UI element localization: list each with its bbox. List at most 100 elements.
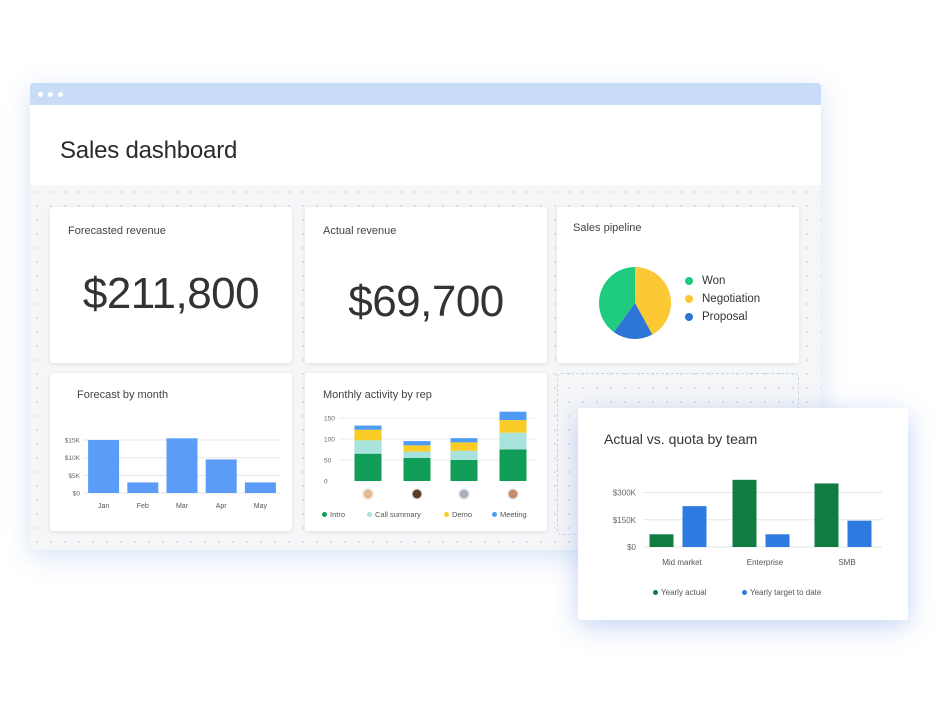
dashboard-header: Sales dashboard — [30, 105, 821, 185]
y-tick-label: $150K — [613, 516, 637, 525]
window-control-dot[interactable] — [48, 91, 53, 97]
bar-yearly-target-to-date — [682, 506, 707, 547]
rep-avatar-face — [459, 489, 469, 499]
stack-segment-demo — [403, 445, 431, 452]
legend-dot — [742, 590, 747, 595]
stack-segment-intro — [450, 460, 478, 481]
window-control-dot[interactable] — [58, 91, 63, 97]
legend-item-negotiation: Negotiation — [685, 293, 760, 305]
x-tick-label: May — [254, 503, 268, 510]
stack-segment-call-summary — [354, 440, 382, 454]
rep-avatar-face — [508, 489, 518, 499]
stack-segment-call-summary — [450, 450, 478, 460]
page-title: Sales dashboard — [60, 137, 238, 164]
stack-segment-meeting — [450, 438, 478, 443]
actual-revenue-value: $69,700 — [348, 277, 504, 326]
legend-dot — [367, 512, 372, 517]
y-tick-label: $0 — [627, 543, 636, 552]
stack-segment-intro — [499, 449, 527, 481]
legend-label: Won — [702, 275, 726, 287]
card-title: Actual vs. quota by team — [604, 431, 758, 447]
forecasted-revenue-value: $211,800 — [82, 269, 260, 318]
forecast-by-month-card[interactable]: Forecast by month $15K $10K $5K $0 Jan Feb Mar… — [50, 373, 292, 531]
legend-dot — [685, 277, 693, 285]
y-tick-label: 100 — [324, 437, 335, 444]
x-tick-label: Mar — [176, 503, 189, 510]
x-tick-label: Feb — [137, 503, 149, 510]
stack-segment-demo — [499, 420, 527, 433]
y-tick-label: 0 — [324, 479, 328, 486]
window-titlebar — [30, 83, 821, 105]
dashboard-window: Sales dashboard Forecasted revenue $211,… — [30, 83, 821, 550]
y-tick-label: $0 — [73, 491, 81, 498]
forecast-by-month-chart: $15K $10K $5K $0 Jan Feb Mar Apr May — [65, 438, 280, 510]
legend-item-meeting: Meeting — [492, 510, 527, 519]
legend-dot — [322, 512, 327, 517]
bar-may — [244, 482, 276, 493]
stack-segment-demo — [450, 442, 478, 451]
x-tick-label: Mid market — [662, 558, 702, 567]
pipeline-pie-chart — [599, 267, 671, 339]
legend-item-call-summary: Call summary — [367, 510, 421, 519]
bar-mar — [166, 438, 198, 493]
stack-segment-call-summary — [499, 432, 527, 450]
bar-jan — [88, 440, 120, 493]
pipeline-legend: Won Negotiation Proposal — [685, 275, 760, 329]
card-title: Sales pipeline — [573, 222, 642, 234]
legend-dot — [492, 512, 497, 517]
legend-dot — [685, 295, 693, 303]
legend-label: Intro — [330, 510, 346, 519]
bar-yearly-target-to-date — [847, 520, 872, 547]
y-tick-label: $10K — [65, 455, 81, 462]
window-control-dot[interactable] — [38, 91, 43, 97]
legend-label: Proposal — [702, 311, 748, 323]
pie-slice-negotiation — [635, 267, 671, 335]
legend-item-yearly-target: Yearly target to date — [742, 588, 821, 597]
rep-avatar-face — [412, 489, 422, 499]
bar-feb — [127, 482, 159, 493]
x-tick-label: Enterprise — [747, 558, 784, 567]
y-tick-label: $300K — [613, 489, 637, 498]
stack-segment-intro — [403, 457, 431, 481]
legend-label: Call summary — [375, 510, 421, 519]
x-tick-label: Jan — [98, 503, 109, 510]
forecasted-revenue-card[interactable]: Forecasted revenue $211,800 — [50, 207, 292, 363]
legend-label: Negotiation — [702, 293, 761, 305]
y-tick-label: $5K — [68, 473, 80, 480]
legend-label: Yearly actual — [661, 588, 707, 597]
legend-dot — [444, 512, 449, 517]
legend-item-proposal: Proposal — [685, 311, 760, 323]
y-tick-label: 50 — [324, 458, 332, 465]
legend-label: Meeting — [500, 510, 527, 519]
bar-yearly-actual — [649, 534, 674, 547]
bar-yearly-target-to-date — [765, 534, 790, 547]
legend-item-yearly-actual: Yearly actual — [653, 588, 707, 597]
card-title: Forecast by month — [77, 389, 169, 401]
pie-slice-won — [599, 267, 635, 333]
bar-yearly-actual — [732, 479, 757, 547]
y-tick-label: 150 — [324, 416, 335, 423]
x-tick-label: Apr — [216, 503, 228, 510]
actual-revenue-card[interactable]: Actual revenue $69,700 — [305, 207, 547, 363]
legend-label: Demo — [452, 510, 473, 519]
legend-label: Yearly target to date — [750, 588, 822, 597]
actual-vs-quota-card[interactable]: Actual vs. quota by team $300K $150K $0 Mid… — [578, 408, 908, 620]
stack-segment-demo — [354, 429, 382, 441]
legend-dot — [685, 313, 693, 321]
x-tick-label: SMB — [838, 558, 855, 567]
card-title: Actual revenue — [323, 225, 397, 237]
legend-item-demo: Demo — [444, 510, 472, 519]
y-tick-label: $15K — [65, 438, 81, 445]
monthly-activity-chart: 150 100 50 0 — [324, 411, 537, 500]
stack-segment-meeting — [499, 411, 527, 421]
card-title: Monthly activity by rep — [323, 389, 432, 401]
pie-slice-proposal — [613, 303, 653, 339]
legend-item-won: Won — [685, 275, 760, 287]
sales-pipeline-card[interactable]: Sales pipeline Won Negotiation Proposal — [557, 207, 799, 363]
card-title: Forecasted revenue — [68, 225, 166, 237]
actual-vs-quota-chart: $300K $150K $0 Mid market Enterprise SMB — [613, 479, 882, 567]
monthly-activity-card[interactable]: Monthly activity by rep 150 100 50 0 Intro … — [305, 373, 547, 531]
legend-item-intro: Intro — [322, 510, 345, 519]
stack-segment-meeting — [354, 425, 382, 430]
stack-segment-intro — [354, 453, 382, 481]
